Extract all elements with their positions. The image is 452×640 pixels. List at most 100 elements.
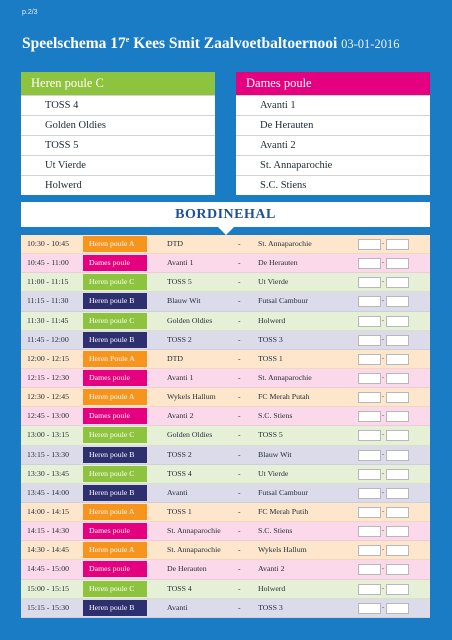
home-team: Avanti 1 <box>167 372 194 382</box>
away-score-box[interactable] <box>386 411 409 423</box>
home-score-box[interactable] <box>358 583 381 595</box>
away-score-box[interactable] <box>386 315 409 327</box>
away-score-box[interactable] <box>386 353 409 365</box>
home-score-box[interactable] <box>358 602 381 614</box>
match-time: 10:45 - 11:00 <box>27 258 69 268</box>
away-team: S.C. Stiens <box>258 411 293 421</box>
away-team: Futsal Cambuur <box>258 487 309 497</box>
home-score-box[interactable] <box>358 392 381 404</box>
home-score-box[interactable] <box>358 411 381 423</box>
score-separator: - <box>382 279 384 286</box>
away-team: St. Annaparochie <box>258 372 312 382</box>
poule-badge: Heren poule A <box>83 542 147 559</box>
home-score-box[interactable] <box>358 430 381 442</box>
away-score-box[interactable] <box>386 526 409 538</box>
score-separator: - <box>382 547 384 554</box>
match-time: 13:45 - 14:00 <box>27 487 70 497</box>
versus-dash: - <box>238 545 241 555</box>
match-time: 14:30 - 14:45 <box>27 545 70 555</box>
poule-card-heren-c: Heren poule C TOSS 4 Golden Oldies TOSS … <box>21 72 215 195</box>
home-score-box[interactable] <box>358 506 381 518</box>
away-score-box[interactable] <box>386 468 409 480</box>
match-row: 12:15 - 12:30 Dames poule Avanti 1 - St. Ann… <box>21 368 430 389</box>
away-score-box[interactable] <box>386 545 409 557</box>
home-score-box[interactable] <box>358 277 381 289</box>
away-score-box[interactable] <box>386 487 409 499</box>
away-team: TOSS 5 <box>258 430 283 440</box>
away-score-box[interactable] <box>386 449 409 461</box>
poule-team: TOSS 4 <box>21 95 215 115</box>
away-team: FC Merah Putih <box>258 506 309 516</box>
versus-dash: - <box>238 506 241 516</box>
home-team: Blauw Wit <box>167 296 201 306</box>
versus-dash: - <box>238 602 241 612</box>
away-score-box[interactable] <box>386 506 409 518</box>
away-score-box[interactable] <box>386 296 409 308</box>
score-separator: - <box>382 317 384 324</box>
versus-dash: - <box>238 258 241 268</box>
score-separator: - <box>382 355 384 362</box>
home-score-box[interactable] <box>358 239 381 250</box>
match-row: 11:00 - 11:15 Heren poule C TOSS 5 - Ut Vier… <box>21 273 430 293</box>
poule-header: Heren poule C <box>21 72 215 95</box>
page-number: p.2/3 <box>22 9 38 16</box>
home-team: Avanti 2 <box>167 411 194 421</box>
home-team: Golden Oldies <box>167 315 213 325</box>
away-score-box[interactable] <box>386 430 409 442</box>
match-row: 11:30 - 11:45 Heren poule C Golden Oldies -… <box>21 311 430 331</box>
match-row: 13:45 - 14:00 Heren poule B Avanti - Futsal … <box>21 483 430 503</box>
poule-badge: Dames poule <box>83 523 147 540</box>
poule-team: TOSS 5 <box>21 135 215 155</box>
home-team: DTD <box>167 239 184 248</box>
away-score-box[interactable] <box>386 239 409 250</box>
home-team: TOSS 1 <box>167 506 192 516</box>
match-time: 11:30 - 11:45 <box>27 315 69 325</box>
away-score-box[interactable] <box>386 602 409 614</box>
home-team: Avanti <box>167 487 188 497</box>
home-score-box[interactable] <box>358 545 381 557</box>
score-separator: - <box>382 508 384 515</box>
poule-badge: Dames poule <box>83 561 147 578</box>
home-score-box[interactable] <box>358 296 381 308</box>
home-score-box[interactable] <box>358 468 381 480</box>
match-time: 13:00 - 13:15 <box>27 430 70 440</box>
match-row: 13:00 - 13:15 Heren poule C Golden Oldies -… <box>21 426 430 446</box>
match-row: 15:00 - 15:15 Heren poule C TOSS 4 - Holwerd… <box>21 579 430 599</box>
home-score-box[interactable] <box>358 315 381 327</box>
poule-badge: Heren poule B <box>83 446 147 463</box>
home-score-box[interactable] <box>358 449 381 461</box>
home-score-box[interactable] <box>358 526 381 538</box>
match-schedule: 10:30 - 10:45 Heren poule A DTD - St. Annapa… <box>21 235 430 618</box>
score-separator: - <box>382 394 384 401</box>
poule-team: Ut Vierde <box>21 155 215 175</box>
away-score-box[interactable] <box>386 258 409 270</box>
versus-dash: - <box>238 583 241 593</box>
poule-badge: Heren poule B <box>83 331 147 348</box>
match-time: 12:45 - 13:00 <box>27 411 70 421</box>
home-score-box[interactable] <box>358 353 381 365</box>
poule-team: St. Annaparochie <box>236 155 430 175</box>
match-row: 13:15 - 13:30 Heren poule B TOSS 2 - Blauw W… <box>21 445 430 465</box>
away-score-box[interactable] <box>386 277 409 289</box>
home-team: TOSS 2 <box>167 449 192 459</box>
home-score-box[interactable] <box>358 487 381 499</box>
home-score-box[interactable] <box>358 564 381 576</box>
away-score-box[interactable] <box>386 583 409 595</box>
versus-dash: - <box>238 392 241 402</box>
poule-badge: Heren poule A <box>83 389 147 406</box>
away-team: Holwerd <box>258 583 286 593</box>
home-score-box[interactable] <box>358 372 381 384</box>
away-score-box[interactable] <box>386 392 409 404</box>
home-score-box[interactable] <box>358 334 381 346</box>
poule-team: Avanti 2 <box>236 135 430 155</box>
away-score-box[interactable] <box>386 334 409 346</box>
away-team: TOSS 3 <box>258 334 283 344</box>
score-separator: - <box>382 241 384 247</box>
poule-badge: Dames poule <box>83 408 147 425</box>
home-score-box[interactable] <box>358 258 381 270</box>
versus-dash: - <box>238 564 241 574</box>
match-row: 10:45 - 11:00 Dames poule Avanti 1 - De Hera… <box>21 254 430 274</box>
away-score-box[interactable] <box>386 372 409 384</box>
away-score-box[interactable] <box>386 564 409 576</box>
score-separator: - <box>382 374 384 381</box>
